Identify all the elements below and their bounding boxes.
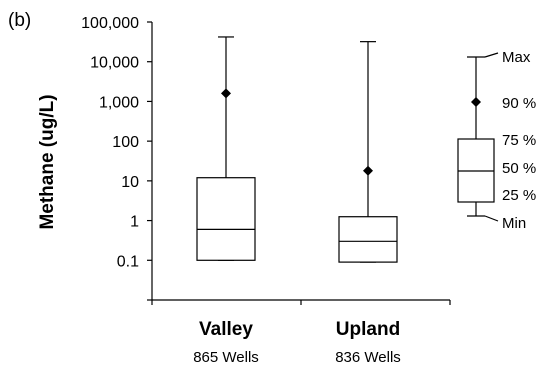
legend-label-p25: 25 % xyxy=(502,187,536,204)
p90-marker xyxy=(363,165,373,176)
legend-label-p75: 75 % xyxy=(502,132,536,149)
legend-max-pointer xyxy=(484,52,499,58)
category-label: Valley xyxy=(199,319,253,340)
p90-marker xyxy=(221,88,231,99)
y-tick-label: 1 xyxy=(130,214,139,231)
box-upland: Upland 836 Wells xyxy=(335,41,401,366)
legend-min-pointer xyxy=(484,215,499,222)
iqr-box xyxy=(338,216,398,263)
legend: Max 90 % 75 % 50 % 25 % Min xyxy=(457,49,536,232)
y-tick-label: 10,000 xyxy=(90,55,139,72)
legend-label-p90: 90 % xyxy=(502,95,536,112)
iqr-box xyxy=(196,177,256,261)
y-tick-label: 10 xyxy=(121,174,139,191)
y-tick-label: 100,000 xyxy=(81,15,139,32)
x-axis xyxy=(151,299,451,305)
legend-label-median: 50 % xyxy=(502,160,536,177)
box-valley: Valley 865 Wells xyxy=(193,36,259,366)
y-tick-label: 1,000 xyxy=(99,94,139,111)
y-tick-label: 100 xyxy=(112,134,139,151)
y-tick-label: 0.1 xyxy=(117,253,139,270)
category-sublabel: 836 Wells xyxy=(335,349,401,366)
y-axis-label: Methane (ug/L) xyxy=(37,94,58,229)
category-sublabel: 865 Wells xyxy=(193,349,259,366)
category-label: Upland xyxy=(336,319,400,340)
panel-label: (b) xyxy=(8,10,31,31)
legend-p90-marker xyxy=(471,97,481,107)
box-plots: Valley 865 Wells Upland 836 Wells xyxy=(193,36,401,366)
legend-label-min: Min xyxy=(502,215,526,232)
y-axis: 0.1 1 10 100 1,000 10,000 100,000 xyxy=(81,15,153,301)
legend-label-max: Max xyxy=(502,49,531,66)
